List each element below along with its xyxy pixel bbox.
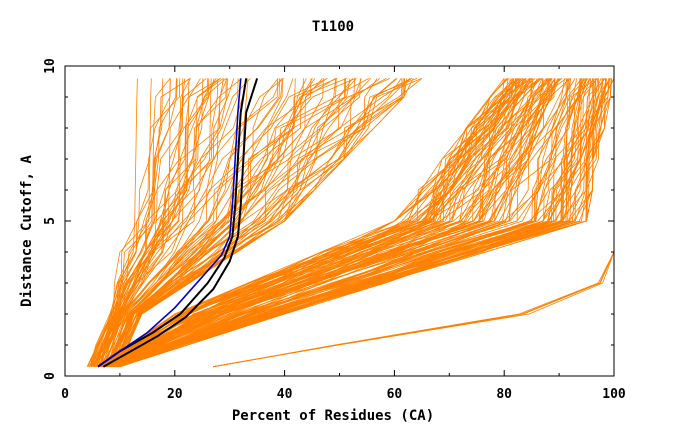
model-curve [98,78,219,367]
highlight-curve-black [102,78,259,368]
highlight-curve-black [97,78,248,368]
model-curve [115,78,608,368]
model-curve [104,78,555,368]
x-tick-label: 60 [387,387,403,402]
model-curve [100,78,283,367]
x-axis-label: Percent of Residues (CA) [232,408,434,424]
model-curve [103,78,548,368]
model-curve [100,78,519,368]
x-tick-label: 40 [277,387,293,402]
model-curve [87,78,177,367]
model-curve [104,78,548,368]
model-curve [103,78,538,368]
chart-title: T1100 [312,19,354,35]
model-curve [118,78,595,368]
y-tick-label: 0 [43,372,58,380]
y-tick-label: 5 [43,217,58,225]
model-curve [108,78,304,367]
model-curve [104,78,285,367]
y-axis-label: Distance Cutoff, A [19,155,35,307]
model-curve [91,78,221,367]
x-tick-label: 0 [61,387,69,402]
model-curve [101,78,526,368]
model-curve [110,78,361,367]
model-curve [111,78,569,368]
model-curve [109,78,567,368]
model-curve [117,78,372,367]
x-tick-label: 100 [602,387,626,402]
model-curve [112,78,581,368]
model-curve [98,78,505,368]
model-curve [118,78,410,367]
model-curve [106,78,279,367]
highlight-curve-blue [97,78,242,368]
model-curve [108,78,551,368]
x-axis-ticks: 0 20 40 60 80 100 [61,66,626,402]
model-curve [108,78,327,367]
model-curve [213,251,615,368]
model-curve [116,78,408,367]
model-curve [107,78,543,368]
model-curve [108,78,351,367]
x-tick-label: 80 [496,387,512,402]
model-curve [119,78,612,368]
model-curve [97,78,505,368]
model-curve [109,78,571,368]
y-axis-ticks: 0 5 10 [43,58,614,380]
model-curve [89,78,152,367]
model-curve [119,78,615,368]
model-curve [104,78,524,368]
model-curve [105,78,531,368]
model-curve [93,78,190,367]
model-curve [103,78,540,368]
model-curve [101,78,228,367]
model-curve [109,78,576,368]
model-curve [111,78,567,368]
model-curve [99,78,527,368]
model-curve [109,78,356,367]
model-curve [113,78,391,367]
model-curve [115,78,599,368]
model-curve [116,78,413,367]
y-tick-label: 10 [43,58,58,74]
model-curve [115,78,597,368]
model-curve [99,78,517,368]
model-curve [98,78,215,367]
model-curve [91,78,181,367]
model-curve [95,78,247,367]
highlighted-curves [97,78,259,368]
model-curve [96,78,208,367]
x-tick-label: 20 [167,387,183,402]
model-curve [99,78,212,367]
model-curve [114,78,589,368]
model-curve [104,78,294,367]
model-curve [102,78,279,367]
